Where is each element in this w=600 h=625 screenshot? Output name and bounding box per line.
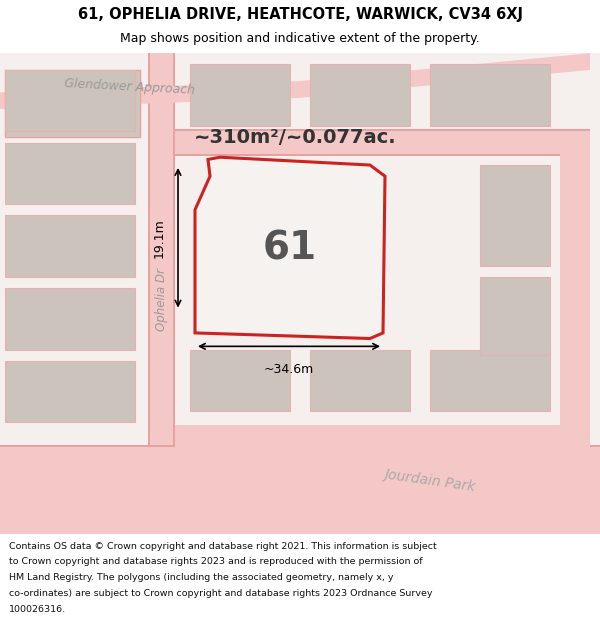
Text: Jourdain Park: Jourdain Park [383,468,476,494]
Bar [430,64,550,126]
Polygon shape [175,129,590,131]
Text: 61: 61 [263,230,317,268]
Bar [310,64,410,126]
Polygon shape [0,53,590,109]
Polygon shape [560,154,590,445]
Bar [5,361,135,423]
Polygon shape [0,445,600,447]
Polygon shape [175,425,590,447]
Bar [5,70,140,137]
Text: Ophelia Dr: Ophelia Dr [155,268,167,331]
Text: Map shows position and indicative extent of the property.: Map shows position and indicative extent… [120,32,480,45]
Text: HM Land Registry. The polygons (including the associated geometry, namely x, y: HM Land Registry. The polygons (includin… [9,573,394,582]
Text: Glendower Approach: Glendower Approach [64,77,196,97]
Text: to Crown copyright and database rights 2023 and is reproduced with the permissio: to Crown copyright and database rights 2… [9,558,422,566]
Polygon shape [175,131,590,154]
Text: 100026316.: 100026316. [9,605,66,614]
Text: 19.1m: 19.1m [153,218,166,258]
Polygon shape [0,445,600,534]
Bar [5,70,135,131]
Text: Contains OS data © Crown copyright and database right 2021. This information is : Contains OS data © Crown copyright and d… [9,542,437,551]
Bar [190,64,290,126]
Bar [5,70,140,137]
Polygon shape [148,53,150,534]
Bar [5,216,135,277]
Polygon shape [175,154,590,156]
Text: 61, OPHELIA DRIVE, HEATHCOTE, WARWICK, CV34 6XJ: 61, OPHELIA DRIVE, HEATHCOTE, WARWICK, C… [77,8,523,22]
Text: ~310m²/~0.077ac.: ~310m²/~0.077ac. [194,127,397,147]
Text: co-ordinates) are subject to Crown copyright and database rights 2023 Ordnance S: co-ordinates) are subject to Crown copyr… [9,589,433,598]
Bar [190,350,290,411]
Text: ~34.6m: ~34.6m [264,363,314,376]
Polygon shape [173,53,175,534]
Bar [480,165,550,266]
Polygon shape [148,53,175,534]
Bar [5,288,135,350]
Bar [480,277,550,355]
Bar [310,350,410,411]
Bar [5,70,140,137]
Bar [5,142,135,204]
Bar [5,70,140,137]
Polygon shape [195,158,385,339]
Bar [430,350,550,411]
